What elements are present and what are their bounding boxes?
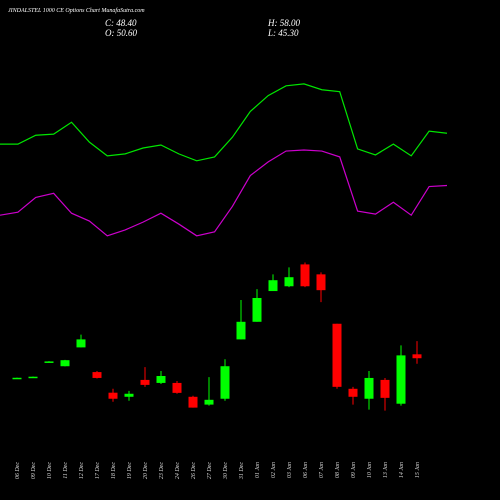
candle-body	[396, 355, 406, 404]
x-tick-label: 31 Dec	[239, 462, 245, 480]
indicator-line	[0, 149, 448, 237]
chart-title: JINDALSTEL 1000 CE Options Chart MunafaS…	[8, 7, 145, 14]
candle-body	[268, 280, 278, 292]
x-tick-label: 14 Jan	[398, 462, 405, 478]
candle-body	[76, 339, 86, 348]
x-tick-label: 18 Dec	[111, 462, 117, 479]
candle-body	[236, 321, 246, 340]
x-tick-label: 19 Dec	[127, 462, 133, 479]
candle-body	[156, 375, 166, 383]
low-label: L: 45.30	[267, 28, 299, 38]
x-tick-label: 20 Dec	[143, 462, 149, 479]
candle-body	[172, 382, 182, 393]
candle-body	[252, 297, 262, 322]
candle-body	[108, 392, 118, 399]
candle-body	[284, 277, 294, 287]
x-tick-label: 06 Dec	[15, 462, 21, 479]
candle-body	[188, 396, 198, 408]
x-tick-label: 23 Dec	[159, 462, 165, 479]
candle-body	[220, 366, 230, 399]
candle-body	[364, 377, 374, 399]
open-label: O: 50.60	[105, 28, 137, 38]
x-tick-label: 24 Dec	[174, 462, 181, 479]
x-tick-label: 02 Jan	[271, 462, 277, 478]
x-tick-label: 26 Dec	[191, 462, 197, 479]
x-tick-label: 07 Jan	[319, 462, 325, 478]
x-tick-label: 11 Dec	[63, 462, 69, 479]
candle-body	[332, 323, 342, 387]
x-tick-label: 15 Jan	[415, 462, 421, 478]
x-tick-label: 01 Jan	[255, 462, 261, 478]
close-label: C: 48.40	[105, 18, 137, 28]
x-tick-label: 09 Dec	[31, 462, 37, 479]
x-tick-label: 09 Jan	[351, 462, 357, 478]
x-tick-label: 03 Jan	[287, 462, 293, 478]
candle-body	[204, 399, 214, 405]
high-label: H: 58.00	[267, 18, 300, 28]
x-tick-label: 10 Jan	[367, 462, 373, 478]
x-tick-label: 13 Jan	[383, 462, 389, 478]
indicator-line	[0, 83, 448, 162]
candle-body	[60, 360, 70, 367]
candle-body	[412, 354, 422, 359]
x-tick-label: 30 Dec	[223, 462, 229, 480]
candle-body	[12, 377, 22, 380]
candle-body	[380, 379, 390, 398]
x-tick-label: 17 Dec	[95, 462, 101, 479]
candle-body	[140, 379, 150, 385]
candle-body	[124, 393, 134, 397]
candle-body	[28, 376, 38, 379]
candle-body	[92, 372, 102, 378]
x-tick-label: 27 Dec	[207, 462, 213, 479]
candle-body	[348, 388, 358, 397]
candle-body	[44, 361, 54, 363]
x-tick-label: 08 Jan	[335, 462, 341, 478]
candle-body	[300, 264, 310, 287]
x-tick-label: 12 Dec	[79, 462, 85, 479]
x-tick-label: 10 Dec	[47, 462, 53, 479]
x-tick-label: 06 Jan	[303, 462, 309, 478]
candle-body	[316, 274, 326, 291]
